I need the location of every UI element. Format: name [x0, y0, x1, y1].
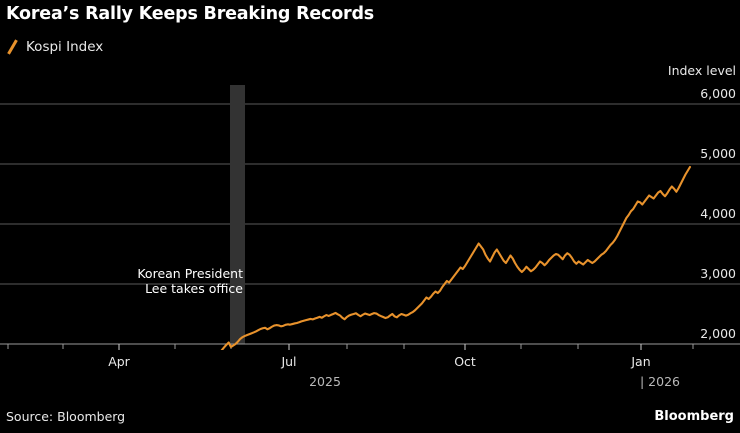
y-axis-label-3000: 3,000	[700, 266, 736, 281]
y-axis-label-6000: 6,000	[700, 86, 736, 101]
annotation-lee-takes-office: Korean President Lee takes office	[137, 266, 243, 296]
annotation-line-1: Korean President	[137, 266, 243, 281]
chart-headline: Korea’s Rally Keeps Breaking Records	[6, 4, 375, 24]
x-axis-year-2025: 2025	[309, 374, 341, 389]
chart-svg	[0, 85, 740, 350]
x-axis-label-jan: Jan	[631, 354, 651, 369]
x-axis-label-apr: Apr	[108, 354, 130, 369]
annotation-line-2: Lee takes office	[145, 281, 243, 296]
bloomberg-brand: Bloomberg	[654, 409, 734, 424]
plot-area	[0, 85, 740, 350]
x-axis-label-oct: Oct	[454, 354, 476, 369]
source-credit: Source: Bloomberg	[6, 409, 126, 424]
y-axis-label-4000: 4,000	[700, 206, 736, 221]
x-axis	[0, 343, 740, 350]
chart-legend: Kospi Index	[6, 38, 103, 56]
orange-slash-marker-icon	[6, 39, 19, 55]
event-band-lee-takes-office	[230, 85, 245, 344]
y-axis-title: Index level	[667, 63, 736, 78]
x-axis-year-2026: | 2026	[640, 374, 680, 389]
legend-series-label: Kospi Index	[26, 39, 104, 55]
series-line-kospi-index	[220, 165, 692, 350]
y-axis-label-5000: 5,000	[700, 146, 736, 161]
x-axis-label-jul: Jul	[281, 354, 297, 369]
y-axis-label-2000: 2,000	[700, 326, 736, 341]
gridlines	[0, 103, 740, 285]
